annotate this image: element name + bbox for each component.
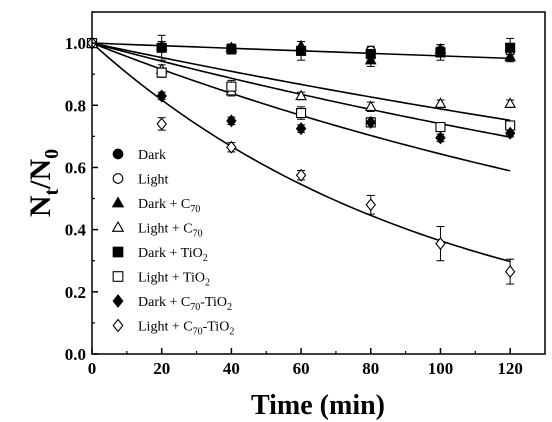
legend-label: Light + C70-TiO2 [138,320,234,338]
legend-marker [112,294,124,308]
data-point [156,89,167,103]
legend-marker [111,220,125,232]
data-point [365,48,376,60]
data-point [365,198,376,212]
legend-marker [112,173,124,184]
data-point [504,126,516,140]
x-axis-title: Time (min) [251,390,385,421]
x-tick-label: 40 [223,359,240,378]
data-point [156,117,167,131]
y-axis-title-sub1: t [41,189,63,196]
data-point [226,81,237,92]
data-point [226,140,237,154]
data-point [504,50,517,62]
legend-marker [112,318,124,333]
y-axis-title-sub2: 0 [41,149,63,159]
data-point [435,237,446,251]
x-tick-label: 100 [428,359,454,378]
legend-marker [112,271,124,282]
data-point [295,122,307,136]
x-tick-label: 120 [497,359,523,378]
y-tick-label: 0.2 [65,283,86,302]
y-tick-label: 1.0 [65,34,86,53]
data-point [364,53,377,65]
x-tick-label: 20 [153,359,170,378]
legend: Dark Light Dark + C70 Light + C70 Dark + TiO… [111,148,234,338]
legend-label: Dark [138,148,166,163]
legend-marker [111,196,125,208]
legend-marker [112,246,124,258]
y-axis-title: Nt/N0 [24,149,63,217]
y-tick-label: 0.4 [65,221,87,240]
y-tick-label: 0.8 [65,96,86,115]
data-point [226,44,237,55]
data-point [364,100,377,111]
data-point [296,45,307,56]
x-tick-label: 80 [362,359,379,378]
data-points [86,36,517,279]
plot-frame [91,11,546,355]
y-axis-title-mid: /N [24,158,57,189]
y-axis-title-main: N [24,195,57,217]
data-point [226,114,237,128]
y-tick-label: 0.6 [65,158,86,177]
data-point [295,89,307,101]
data-point [504,265,516,279]
legend-marker [112,148,124,160]
data-point [156,67,167,78]
legend-label: Dark + C70 [138,197,200,215]
x-tick-label: 0 [88,359,97,378]
data-point [434,97,447,108]
axis-ticks: 0 20 40 60 80 100 120 0.0 0.2 0.4 0.6 0.8 1.0 [65,11,523,378]
legend-label: Dark + TiO2 [138,246,208,264]
data-point [504,97,517,108]
data-point [365,115,376,129]
data-point [435,121,446,133]
data-point [435,47,446,58]
legend-label: Light [138,173,168,188]
data-point [156,42,167,53]
data-point [295,168,307,182]
data-point [296,107,307,119]
legend-label: Light + TiO2 [138,271,210,289]
data-point [435,131,446,145]
legend-label: Light + C70 [138,222,203,240]
x-tick-label: 60 [293,359,310,378]
legend-label: Dark + C70-TiO2 [138,295,232,313]
y-tick-label: 0.0 [65,345,86,364]
data-point [505,42,516,53]
